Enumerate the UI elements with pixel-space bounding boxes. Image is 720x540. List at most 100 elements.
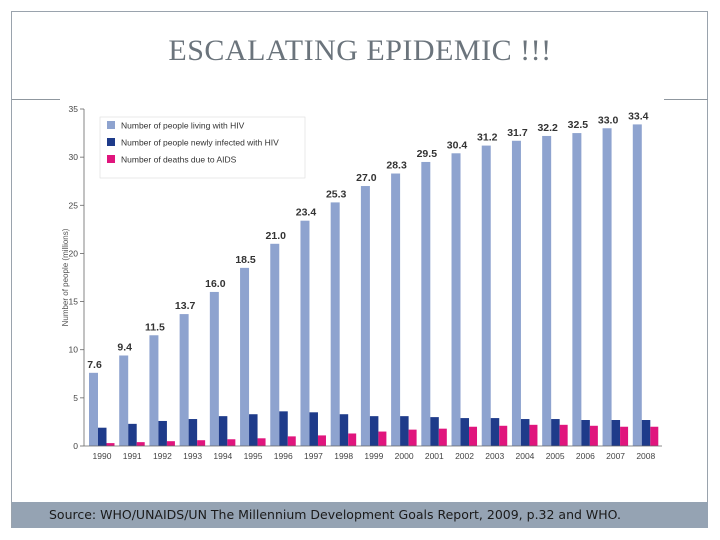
y-tick-label: 10 [69, 345, 79, 355]
x-tick-label: 1999 [364, 451, 383, 461]
hiv-chart: 0 5 10 15 20 25 30 35 Number of people (millions… [61, 104, 662, 461]
x-tick-label: 1990 [93, 451, 112, 461]
bar-newly-infected [460, 418, 470, 446]
bar-living-with-hiv [360, 186, 370, 446]
x-tick-label: 1994 [213, 451, 232, 461]
bar-living-with-hiv [542, 135, 552, 446]
bar-living-with-hiv [149, 335, 159, 446]
value-labels: 7.6 9.4 11.5 13.7 16.0 18.5 21.0 23.4 25.3 27.0 28… [87, 110, 648, 370]
bar-newly-infected [581, 420, 590, 446]
value-label: 7.6 [87, 359, 102, 371]
bar-newly-infected [430, 417, 439, 446]
legend-label: Number of people newly infected with HIV [121, 138, 279, 148]
bar-aids-deaths [559, 424, 568, 446]
value-label: 33.4 [628, 110, 649, 122]
value-label: 18.5 [235, 254, 256, 266]
x-tick-label: 1995 [244, 451, 263, 461]
bar-newly-infected [641, 420, 651, 446]
bar-aids-deaths [378, 431, 387, 446]
legend-swatch [107, 121, 115, 129]
x-tick-label: 1996 [274, 451, 293, 461]
bar-aids-deaths [348, 433, 357, 446]
value-label: 23.4 [296, 207, 317, 219]
legend: Number of people living with HIV Number o… [99, 116, 306, 179]
x-tick-label: 2005 [546, 451, 565, 461]
bar-newly-infected [551, 419, 560, 446]
bar-newly-infected [188, 419, 198, 446]
bar-aids-deaths [650, 426, 659, 446]
y-tick-label: 15 [69, 297, 79, 307]
bar-living-with-hiv [451, 153, 461, 446]
bar-newly-infected [490, 418, 500, 446]
bar-aids-deaths [257, 438, 266, 446]
title-rule-left [12, 99, 60, 100]
bar-living-with-hiv [602, 128, 612, 446]
bar-aids-deaths [227, 439, 236, 446]
bar-living-with-hiv [330, 202, 340, 446]
bar-newly-infected [249, 414, 258, 446]
x-axis: 1990 1991 1992 1993 1994 1995 1996 1997 1998 1999… [84, 445, 662, 461]
bar-living-with-hiv [511, 140, 521, 446]
bar-newly-infected [339, 414, 349, 446]
bar-aids-deaths [287, 436, 296, 446]
x-tick-label: 2006 [576, 451, 595, 461]
y-axis: 0 5 10 15 20 25 30 35 Number of people (millions… [61, 104, 85, 451]
value-label: 21.0 [266, 230, 287, 242]
bar-newly-infected [158, 420, 167, 446]
bar-newly-infected [218, 416, 228, 446]
value-label: 9.4 [117, 341, 132, 353]
bar-newly-infected [309, 412, 318, 446]
legend-box [99, 116, 306, 179]
bar-aids-deaths [469, 426, 478, 446]
bar-living-with-hiv [572, 133, 582, 447]
value-label: 30.4 [447, 139, 468, 151]
value-label: 31.2 [477, 132, 498, 144]
bar-aids-deaths [589, 425, 598, 446]
y-tick-label: 35 [69, 104, 79, 114]
value-label: 33.0 [598, 114, 619, 126]
bar-newly-infected [611, 420, 621, 446]
y-axis-title: Number of people (millions) [61, 228, 70, 326]
bar-newly-infected [400, 416, 409, 446]
value-label: 32.5 [568, 119, 589, 131]
x-tick-label: 1998 [334, 451, 353, 461]
value-label: 25.3 [326, 188, 347, 200]
source-citation: Source: WHO/UNAIDS/UN The Millennium Dev… [49, 507, 621, 522]
chart-panel: 0 5 10 15 20 25 30 35 Number of people (millions… [60, 100, 664, 462]
bar-living-with-hiv [179, 314, 189, 446]
x-tick-label: 2000 [395, 451, 414, 461]
bar-newly-infected [520, 419, 530, 446]
x-tick-label: 2003 [485, 451, 504, 461]
x-tick-label: 1997 [304, 451, 323, 461]
bars [89, 124, 659, 447]
bar-living-with-hiv [481, 145, 491, 446]
bar-aids-deaths [620, 426, 629, 446]
bar-aids-deaths [106, 443, 115, 446]
bar-living-with-hiv [270, 243, 280, 446]
y-tick-label: 20 [69, 248, 79, 258]
legend-label: Number of deaths due to AIDS [121, 155, 237, 165]
legend-swatch [107, 155, 115, 163]
x-tick-label: 2001 [425, 451, 444, 461]
value-label: 32.2 [537, 122, 558, 134]
bar-living-with-hiv [240, 267, 250, 446]
x-tick-label: 2007 [606, 451, 625, 461]
y-tick-label: 5 [73, 393, 78, 403]
bar-living-with-hiv [89, 372, 98, 446]
title-rule-right [664, 99, 708, 100]
bar-living-with-hiv [209, 291, 219, 446]
slide-title: ESCALATING EPIDEMIC !!! [168, 34, 552, 67]
x-tick-label: 1991 [123, 451, 142, 461]
legend-swatch [107, 138, 115, 146]
y-tick-label: 30 [69, 152, 79, 162]
bar-newly-infected [98, 427, 107, 446]
y-tick-label: 0 [73, 441, 78, 451]
bar-newly-infected [369, 416, 379, 446]
bar-aids-deaths [529, 424, 538, 446]
x-tick-label: 2008 [636, 451, 655, 461]
value-label: 31.7 [507, 127, 528, 139]
y-tick-label: 25 [69, 200, 79, 210]
bar-aids-deaths [499, 425, 508, 446]
bar-living-with-hiv [300, 220, 310, 446]
x-tick-label: 2004 [515, 451, 534, 461]
